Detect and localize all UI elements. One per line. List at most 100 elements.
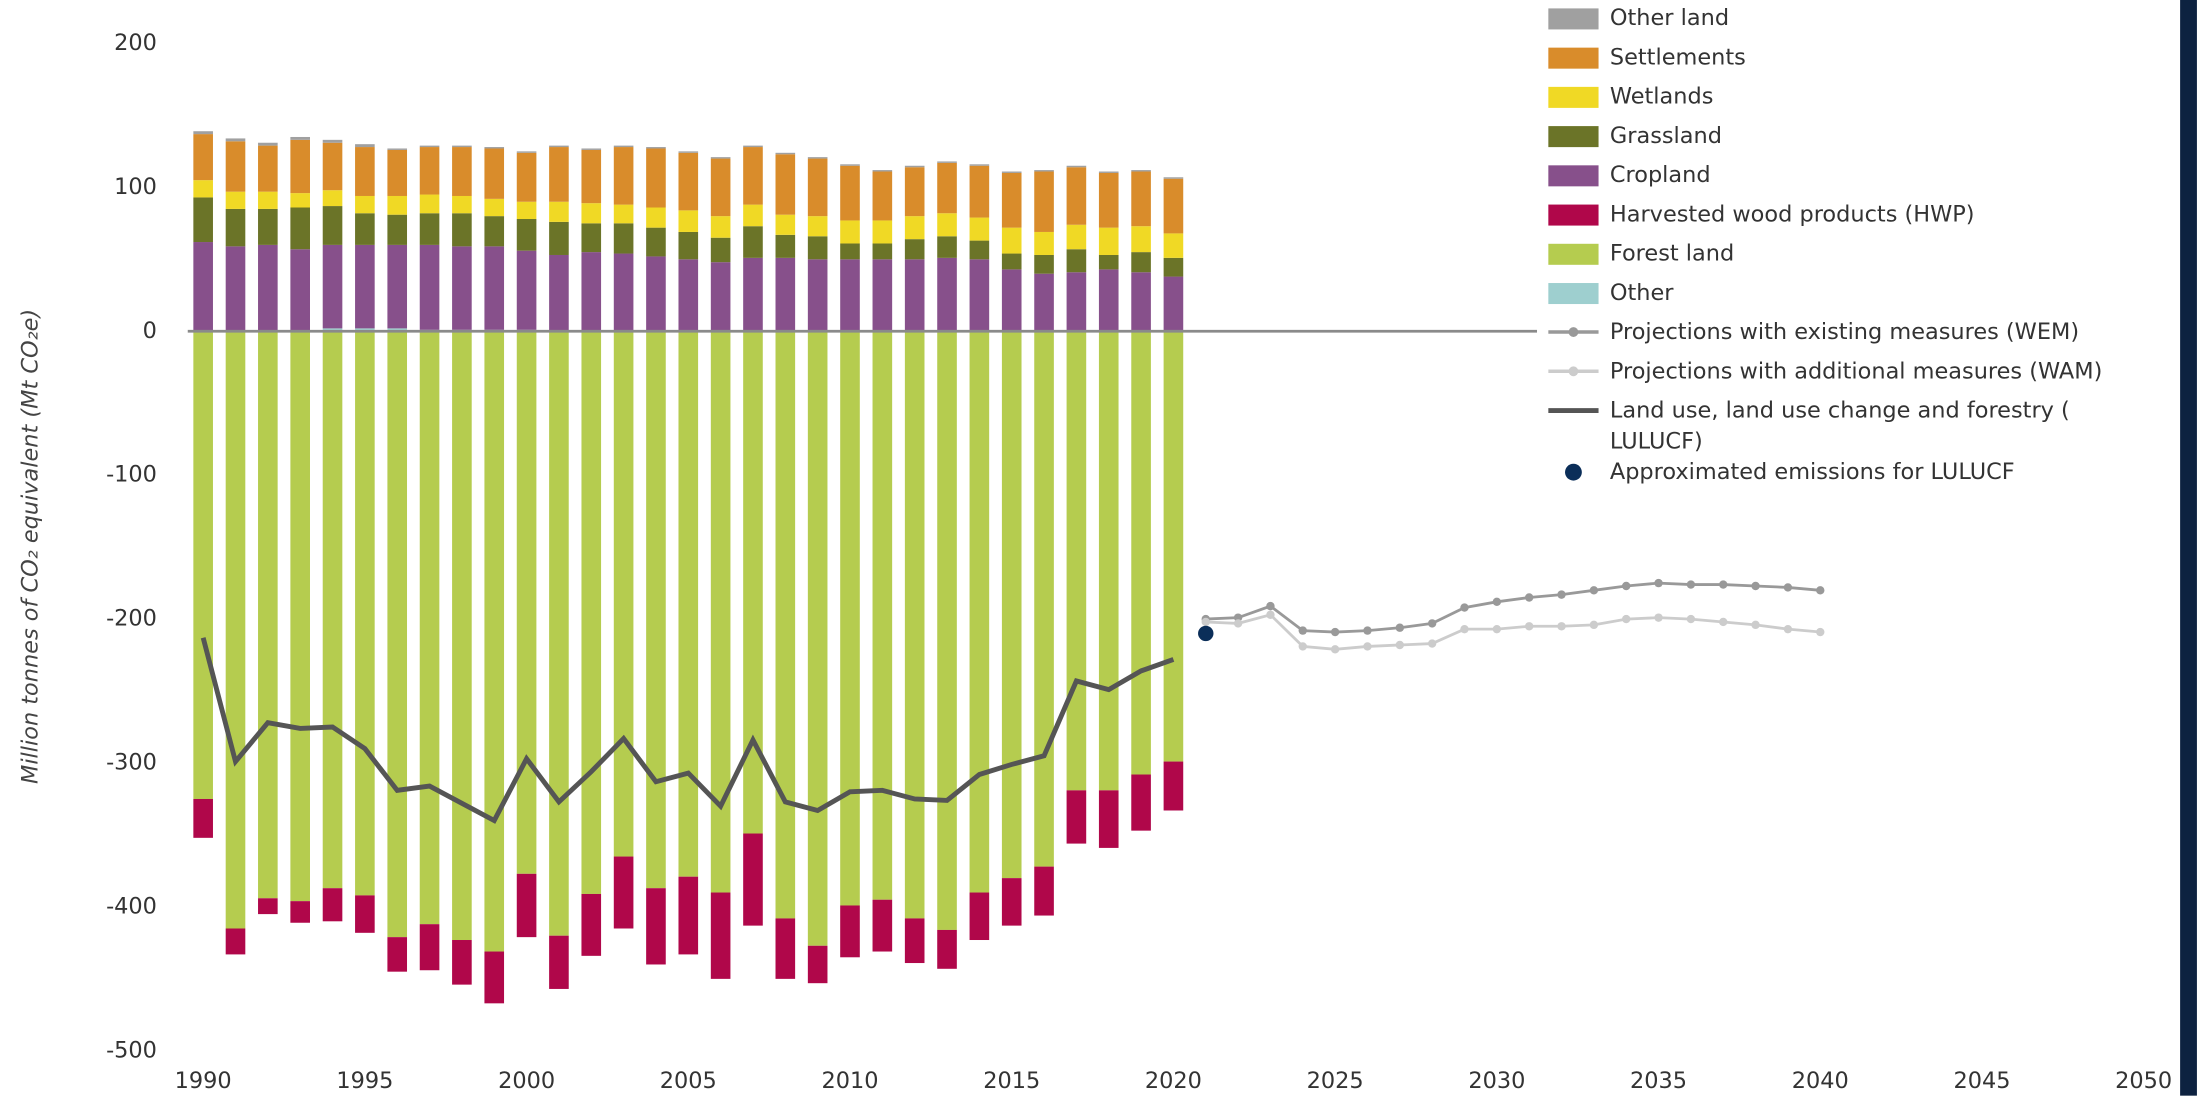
x-tick-label: 2040 (1792, 1068, 1849, 1094)
line-marker (1233, 619, 1243, 628)
bar-segment (516, 250, 537, 330)
bar-segment (646, 888, 666, 965)
legend-swatch (1548, 8, 1599, 30)
legend: Other land Settlements Wetlands Grassland Cr… (1548, 3, 2164, 496)
bar-segment (710, 158, 731, 217)
bar-segment (840, 243, 860, 260)
bar-segment (387, 149, 408, 196)
bar-segment (1098, 331, 1119, 791)
legend-box (1548, 165, 1599, 187)
bar-segment (775, 257, 796, 332)
bar-segment (225, 141, 246, 192)
bar-segment (710, 262, 731, 332)
bar-segment (452, 145, 472, 148)
line-marker (1783, 583, 1793, 592)
legend-swatch (1548, 204, 1599, 226)
legend-item: Projections with additional measures (WA… (1548, 356, 2164, 395)
bar-segment (484, 951, 505, 1004)
bar-segment (1034, 171, 1054, 232)
line-marker (1298, 642, 1307, 651)
line-marker (1460, 624, 1469, 634)
bar-segment (516, 151, 537, 153)
bar-segment (1131, 252, 1151, 273)
bar-segment (387, 148, 408, 150)
legend-label: Wetlands (1609, 82, 1714, 110)
legend-box (1548, 126, 1599, 148)
bar-segment (322, 328, 343, 332)
legend-swatch (1548, 243, 1599, 265)
bar-segment (1034, 254, 1054, 274)
legend-label: Approximated emissions for LULUCF (1609, 458, 2015, 485)
bar-segment (452, 246, 472, 330)
legend-box (1548, 283, 1599, 305)
line-marker (1201, 617, 1210, 627)
legend-swatch (1548, 47, 1599, 69)
bar-segment (743, 226, 763, 258)
bar-segment (872, 259, 893, 332)
bar-segment (775, 152, 796, 155)
bar-segment (225, 191, 246, 209)
bar-segment (678, 231, 699, 260)
line-marker (1783, 624, 1793, 634)
bar-segment (937, 331, 957, 930)
bar-segment (1034, 170, 1054, 172)
bar-segment (1066, 331, 1087, 791)
bar-segment (581, 148, 602, 150)
bar-segment (484, 331, 505, 952)
legend-item: Land use, land use change and forestry (… (1548, 395, 2164, 457)
bar-segment (840, 905, 860, 958)
bar-segment (355, 331, 375, 896)
line-marker (1492, 624, 1502, 634)
line-marker (1686, 580, 1696, 589)
bar-segment (969, 331, 990, 893)
bar-segment (1066, 249, 1087, 273)
bar-segment (872, 243, 893, 260)
bar-segment (355, 147, 375, 196)
bar-segment (1001, 171, 1022, 173)
x-tick-label: 2025 (1307, 1068, 1364, 1094)
bar-segment (1066, 224, 1087, 250)
line-marker (1524, 622, 1534, 631)
bar-segment (904, 918, 925, 964)
bar-segment (1098, 254, 1119, 270)
legend-item: Settlements (1548, 42, 2164, 81)
bar-segment (581, 223, 602, 253)
line-marker (1589, 586, 1599, 595)
legend-swatch (1548, 126, 1599, 148)
bar-segment (969, 164, 990, 166)
bar-segment (419, 147, 440, 195)
bar-segment (322, 190, 343, 207)
bar-segment (1163, 331, 1184, 762)
bar-segment (1001, 172, 1022, 228)
bar-segment (646, 256, 666, 332)
bar-segment (937, 929, 957, 969)
bar-segment (225, 331, 246, 929)
bar-segment (355, 195, 375, 214)
bar-segment (613, 856, 634, 929)
bar-segment (290, 139, 310, 194)
bar-segment (710, 892, 731, 979)
bar-segment (419, 145, 440, 148)
bar-segment (484, 246, 505, 330)
line-marker (1363, 626, 1372, 635)
edge-strip (2180, 0, 2197, 1096)
bar-segment (613, 147, 634, 205)
y-tick-label: -500 (106, 1037, 157, 1063)
line-marker (1524, 593, 1534, 602)
bar-segment (452, 331, 472, 941)
bar-segment (710, 157, 731, 159)
line-marker (1622, 614, 1631, 624)
legend-dot (1565, 463, 1582, 481)
line-marker (1330, 645, 1340, 654)
bar-segment (1066, 167, 1087, 225)
line-marker (1427, 639, 1437, 648)
bar-segment (258, 331, 278, 899)
line-marker (1654, 578, 1663, 588)
y-tick-label: -400 (106, 893, 157, 919)
bar-segment (807, 236, 828, 260)
bar-segment (1098, 269, 1119, 332)
bar-segment (322, 888, 343, 922)
bar-segment (743, 331, 763, 834)
bar-segment (387, 328, 408, 332)
bar-segment (549, 147, 569, 202)
